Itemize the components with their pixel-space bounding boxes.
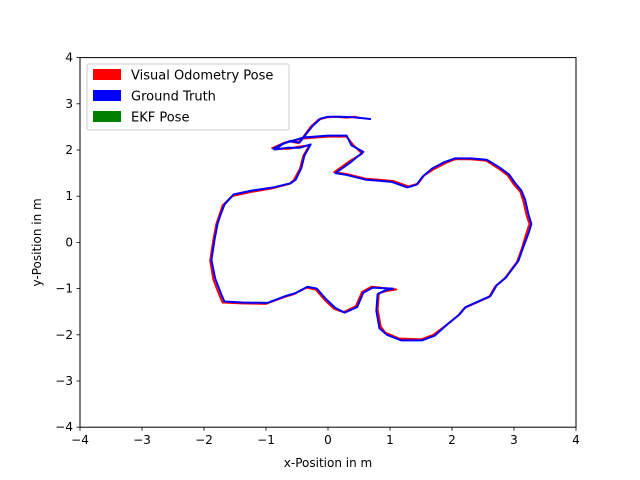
y-tick-label: −1 — [55, 282, 73, 296]
x-tick-label: −2 — [195, 433, 213, 447]
y-tick-label: 3 — [65, 97, 73, 111]
legend-label: Ground Truth — [131, 90, 216, 105]
y-tick-label: 2 — [65, 143, 73, 157]
y-axis-label: y-Position in m — [30, 198, 44, 286]
x-tick-label: −4 — [71, 433, 89, 447]
legend: Visual Odometry Pose Ground Truth EKF Pose — [86, 63, 290, 131]
legend-swatch — [93, 69, 121, 80]
legend-box — [86, 63, 290, 131]
legend-entries: Visual Odometry Pose Ground Truth EKF Pose — [93, 69, 273, 126]
y-tick-label: −4 — [55, 420, 73, 434]
y-tick-label: 0 — [65, 235, 73, 249]
y-tick-label: 1 — [65, 189, 73, 203]
series-line-2 — [210, 115, 533, 342]
legend-label: EKF Pose — [131, 111, 189, 126]
x-tick-label: 0 — [324, 433, 332, 447]
x-tick-label: 3 — [510, 433, 518, 447]
y-axis-ticks: −4 −3 −2 −1 0 1 2 3 4 — [55, 51, 80, 434]
y-tick-label: −2 — [55, 328, 73, 342]
x-axis-ticks: −4 −3 −2 −1 0 1 2 3 4 — [71, 427, 580, 447]
x-tick-label: 2 — [448, 433, 456, 447]
x-tick-label: −1 — [257, 433, 275, 447]
legend-label: Visual Odometry Pose — [131, 69, 273, 84]
y-tick-label: 4 — [65, 51, 73, 65]
x-tick-label: 1 — [386, 433, 394, 447]
plot-layer — [209, 115, 533, 342]
x-axis-label: x-Position in m — [284, 456, 372, 470]
x-tick-label: 4 — [572, 433, 580, 447]
legend-swatch — [93, 111, 121, 122]
x-tick-label: −3 — [133, 433, 151, 447]
y-tick-label: −3 — [55, 374, 73, 388]
legend-swatch — [93, 90, 121, 101]
